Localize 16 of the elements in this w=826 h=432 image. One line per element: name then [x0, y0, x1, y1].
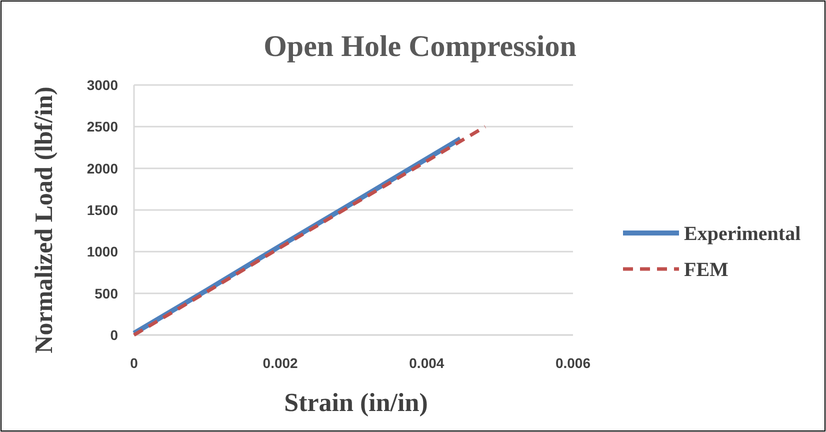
y-tick-label: 0	[110, 327, 118, 343]
x-tick-label: 0.004	[409, 355, 444, 371]
y-tick-label: 2500	[86, 118, 118, 135]
y-tick-label: 1000	[86, 244, 118, 260]
x-tick-label: 0.002	[262, 355, 298, 371]
x-tick-label: 0.006	[555, 355, 591, 371]
y-tick-label: 500	[94, 285, 118, 302]
y-tick-label: 3000	[86, 77, 118, 93]
x-tick-label: 0	[130, 355, 138, 371]
y-tick-label: 2000	[86, 160, 118, 176]
x-axis-title: Strain (in/in)	[284, 388, 428, 417]
legend-label: FEM	[684, 259, 729, 281]
y-tick-label: 1500	[86, 202, 118, 218]
chart-title: Open Hole Compression	[264, 30, 577, 63]
legend-label: Experimental	[684, 223, 802, 245]
y-axis-title: Normalized Load (lbf/in)	[31, 86, 58, 354]
